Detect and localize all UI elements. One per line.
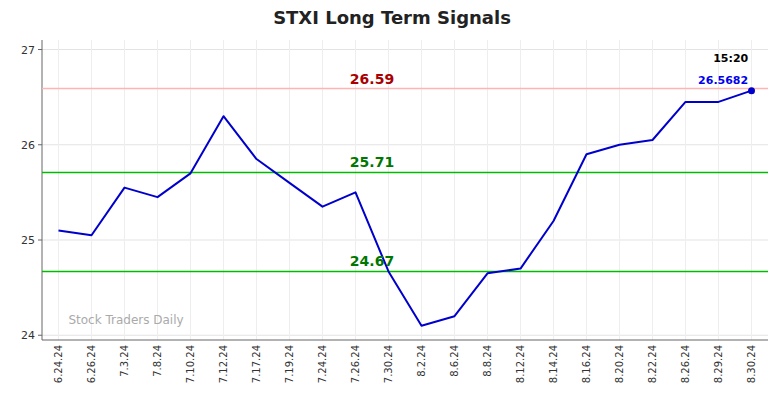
y-tick bbox=[38, 240, 42, 241]
reference-label: 24.67 bbox=[350, 253, 394, 269]
title: STXI Long Term Signals bbox=[273, 7, 511, 28]
reference-line bbox=[42, 172, 768, 174]
grid-line-x bbox=[487, 40, 488, 340]
x-tick-label: 8.30.24 bbox=[746, 345, 757, 383]
x-tick-label: 8.16.24 bbox=[581, 345, 592, 383]
x-tick-label: 7.8.24 bbox=[152, 345, 163, 377]
x-tick-label: 6.26.24 bbox=[86, 345, 97, 383]
y-tick-label: 25 bbox=[21, 234, 35, 247]
y-tick-label: 26 bbox=[21, 139, 35, 152]
x-tick-label: 7.17.24 bbox=[251, 345, 262, 383]
x-tick-label: 8.26.24 bbox=[680, 345, 691, 383]
grid-line-x bbox=[91, 40, 92, 340]
annotation: 15:20 bbox=[713, 52, 748, 65]
y-axis-line bbox=[42, 40, 43, 340]
chart-container: STXI Long Term Signals 24 25 26 27 6.24.24 6.2… bbox=[0, 0, 784, 398]
grid-line-y bbox=[42, 144, 768, 145]
x-tick-label: 7.30.24 bbox=[383, 345, 394, 383]
reference-line bbox=[42, 88, 768, 90]
y-tick-label: 24 bbox=[21, 329, 35, 342]
x-tick-label: 6.24.24 bbox=[53, 345, 64, 383]
grid-line-x bbox=[421, 40, 422, 340]
grid-line-x bbox=[586, 40, 587, 340]
x-tick-label: 8.20.24 bbox=[614, 345, 625, 383]
annotations: 15:20 26.5682 bbox=[698, 52, 748, 87]
grid-line-x bbox=[685, 40, 686, 340]
reference-labels: 26.59 25.71 24.67 bbox=[350, 71, 394, 270]
watermark: Stock Traders Daily bbox=[68, 313, 183, 327]
grid-line-x bbox=[751, 40, 752, 340]
x-tick-label: 7.26.24 bbox=[350, 345, 361, 383]
grid bbox=[42, 40, 768, 340]
reference-label: 26.59 bbox=[350, 71, 394, 87]
chart: STXI Long Term Signals 24 25 26 27 6.24.24 6.2… bbox=[0, 0, 784, 398]
x-tick-label: 8.29.24 bbox=[713, 345, 724, 383]
reference-label: 25.71 bbox=[350, 154, 394, 170]
grid-line-y bbox=[42, 335, 768, 336]
grid-line-x bbox=[619, 40, 620, 340]
grid-line-x bbox=[58, 40, 59, 340]
x-tick-label: 8.6.24 bbox=[449, 345, 460, 377]
grid-line-x bbox=[223, 40, 224, 340]
y-tick bbox=[38, 144, 42, 145]
grid-line-x bbox=[289, 40, 290, 340]
grid-line-x bbox=[157, 40, 158, 340]
y-tick bbox=[38, 335, 42, 336]
grid-line-x bbox=[322, 40, 323, 340]
y-tick bbox=[38, 49, 42, 50]
background bbox=[0, 0, 784, 398]
grid-line-y bbox=[42, 240, 768, 241]
x-tick-label: 7.3.24 bbox=[119, 345, 130, 377]
x-tick-label: 7.24.24 bbox=[317, 345, 328, 383]
y-tick-label: 27 bbox=[21, 44, 35, 57]
x-tick-label: 7.19.24 bbox=[284, 345, 295, 383]
annotation: 26.5682 bbox=[698, 74, 748, 87]
grid-line-x bbox=[190, 40, 191, 340]
line bbox=[59, 91, 752, 326]
grid-line-x bbox=[454, 40, 455, 340]
plot-area bbox=[42, 87, 768, 326]
x-tick-label: 8.22.24 bbox=[647, 345, 658, 383]
x-axis-line bbox=[42, 340, 768, 341]
grid-line-x bbox=[553, 40, 554, 340]
grid-line-x bbox=[520, 40, 521, 340]
grid-line-x bbox=[652, 40, 653, 340]
grid-line-y bbox=[42, 49, 768, 50]
axes: 24 25 26 27 6.24.24 6.26.24 7.3.24 7.8.24 7.10.2… bbox=[21, 40, 768, 383]
x-tick-label: 8.8.24 bbox=[482, 345, 493, 377]
x-tick-label: 7.12.24 bbox=[218, 345, 229, 383]
x-tick-label: 7.10.24 bbox=[185, 345, 196, 383]
reference-line bbox=[42, 271, 768, 273]
x-tick-label: 8.14.24 bbox=[548, 345, 559, 383]
x-tick-label: 8.2.24 bbox=[416, 345, 427, 377]
end-point bbox=[748, 87, 755, 94]
x-tick-label: 8.12.24 bbox=[515, 345, 526, 383]
grid-line-x bbox=[256, 40, 257, 340]
grid-line-x bbox=[124, 40, 125, 340]
